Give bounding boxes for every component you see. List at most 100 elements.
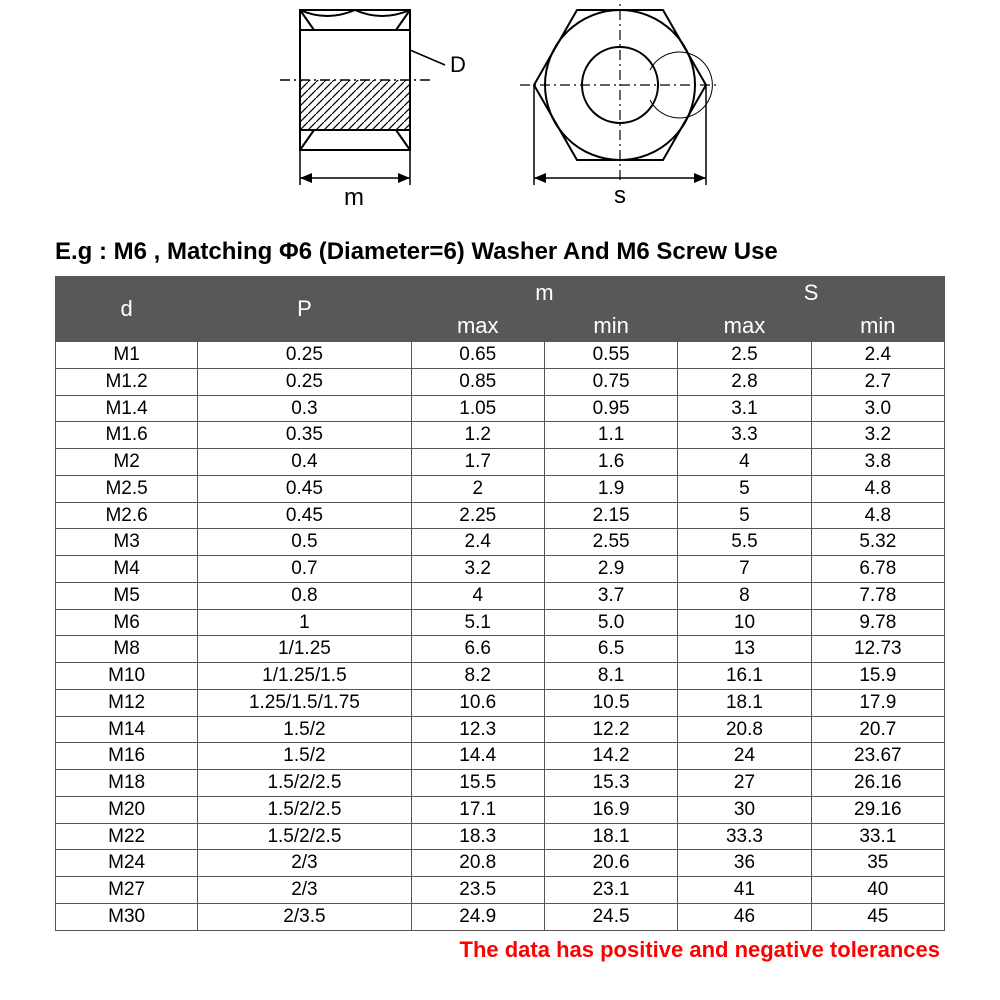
table-cell: 12.73	[811, 636, 944, 663]
table-cell: 1/1.25	[198, 636, 411, 663]
table-cell: 5	[678, 475, 811, 502]
label-s: s	[614, 182, 626, 209]
table-cell: 18.3	[411, 823, 544, 850]
table-cell: 0.3	[198, 395, 411, 422]
table-cell: M5	[56, 582, 198, 609]
table-cell: 3.0	[811, 395, 944, 422]
table-cell: 20.8	[678, 716, 811, 743]
table-cell: 24.5	[544, 903, 677, 930]
table-cell: 5	[678, 502, 811, 529]
table-cell: 16.9	[544, 796, 677, 823]
th-p: P	[198, 277, 411, 342]
table-cell: 2.4	[811, 342, 944, 369]
table-cell: 4.8	[811, 502, 944, 529]
technical-diagram: D m s	[0, 0, 1000, 230]
table-cell: 5.0	[544, 609, 677, 636]
th-d: d	[56, 277, 198, 342]
table-cell: 3.7	[544, 582, 677, 609]
table-cell: 1.1	[544, 422, 677, 449]
table-cell: M12	[56, 689, 198, 716]
example-caption: E.g : M6 , Matching Φ6 (Diameter=6) Wash…	[0, 230, 1000, 276]
table-cell: M1	[56, 342, 198, 369]
table-cell: 4	[411, 582, 544, 609]
table-cell: 5.32	[811, 529, 944, 556]
table-cell: 27	[678, 770, 811, 797]
table-cell: 12.3	[411, 716, 544, 743]
table-cell: 33.3	[678, 823, 811, 850]
table-cell: M30	[56, 903, 198, 930]
table-cell: 1.5/2/2.5	[198, 796, 411, 823]
table-cell: 6.78	[811, 556, 944, 583]
table-cell: 8.2	[411, 663, 544, 690]
table-cell: 4.8	[811, 475, 944, 502]
table-cell: 14.2	[544, 743, 677, 770]
table-cell: 9.78	[811, 609, 944, 636]
table-row: M201.5/2/2.517.116.93029.16	[56, 796, 945, 823]
table-row: M181.5/2/2.515.515.32726.16	[56, 770, 945, 797]
table-row: M1.40.31.050.953.13.0	[56, 395, 945, 422]
table-row: M2.60.452.252.1554.8	[56, 502, 945, 529]
table-cell: M2	[56, 449, 198, 476]
table-cell: 1.5/2	[198, 743, 411, 770]
table-cell: 24	[678, 743, 811, 770]
table-cell: 0.8	[198, 582, 411, 609]
table-cell: M16	[56, 743, 198, 770]
th-s-max: max	[678, 309, 811, 342]
table-row: M10.250.650.552.52.4	[56, 342, 945, 369]
table-row: M272/323.523.14140	[56, 877, 945, 904]
table-cell: 1/1.25/1.5	[198, 663, 411, 690]
table-cell: 2.9	[544, 556, 677, 583]
table-cell: 12.2	[544, 716, 677, 743]
table-cell: 0.4	[198, 449, 411, 476]
label-d-diameter: D	[450, 52, 466, 77]
table-cell: 18.1	[678, 689, 811, 716]
table-cell: 30	[678, 796, 811, 823]
table-cell: M8	[56, 636, 198, 663]
table-cell: 8	[678, 582, 811, 609]
table-cell: M1.2	[56, 368, 198, 395]
table-row: M121.25/1.5/1.7510.610.518.117.9	[56, 689, 945, 716]
table-row: M101/1.25/1.58.28.116.115.9	[56, 663, 945, 690]
table-cell: M10	[56, 663, 198, 690]
table-row: M161.5/214.414.22423.67	[56, 743, 945, 770]
table-cell: M4	[56, 556, 198, 583]
table-cell: 15.3	[544, 770, 677, 797]
table-cell: 17.1	[411, 796, 544, 823]
table-cell: 10.5	[544, 689, 677, 716]
table-cell: 2/3	[198, 877, 411, 904]
table-cell: 23.1	[544, 877, 677, 904]
table-cell: 45	[811, 903, 944, 930]
table-cell: M6	[56, 609, 198, 636]
table-row: M221.5/2/2.518.318.133.333.1	[56, 823, 945, 850]
table-cell: 0.45	[198, 475, 411, 502]
table-cell: 15.9	[811, 663, 944, 690]
table-cell: 1.25/1.5/1.75	[198, 689, 411, 716]
table-cell: 6.6	[411, 636, 544, 663]
table-cell: 0.45	[198, 502, 411, 529]
th-m: m	[411, 277, 678, 310]
table-row: M40.73.22.976.78	[56, 556, 945, 583]
table-cell: 23.67	[811, 743, 944, 770]
table-cell: 2.5	[678, 342, 811, 369]
table-cell: 1	[198, 609, 411, 636]
table-cell: 46	[678, 903, 811, 930]
table-cell: 1.5/2/2.5	[198, 823, 411, 850]
table-cell: 3.2	[811, 422, 944, 449]
table-cell: M22	[56, 823, 198, 850]
table-cell: M1.4	[56, 395, 198, 422]
table-row: M2.50.4521.954.8	[56, 475, 945, 502]
table-row: M141.5/212.312.220.820.7	[56, 716, 945, 743]
table-cell: 2.4	[411, 529, 544, 556]
table-cell: 6.5	[544, 636, 677, 663]
table-cell: 0.65	[411, 342, 544, 369]
table-cell: 2.7	[811, 368, 944, 395]
label-m: m	[344, 184, 364, 211]
table-cell: 3.3	[678, 422, 811, 449]
th-s: S	[678, 277, 945, 310]
table-cell: M24	[56, 850, 198, 877]
table-body: M10.250.650.552.52.4M1.20.250.850.752.82…	[56, 342, 945, 931]
table-cell: 24.9	[411, 903, 544, 930]
table-cell: 8.1	[544, 663, 677, 690]
table-cell: 10	[678, 609, 811, 636]
table-cell: 7	[678, 556, 811, 583]
